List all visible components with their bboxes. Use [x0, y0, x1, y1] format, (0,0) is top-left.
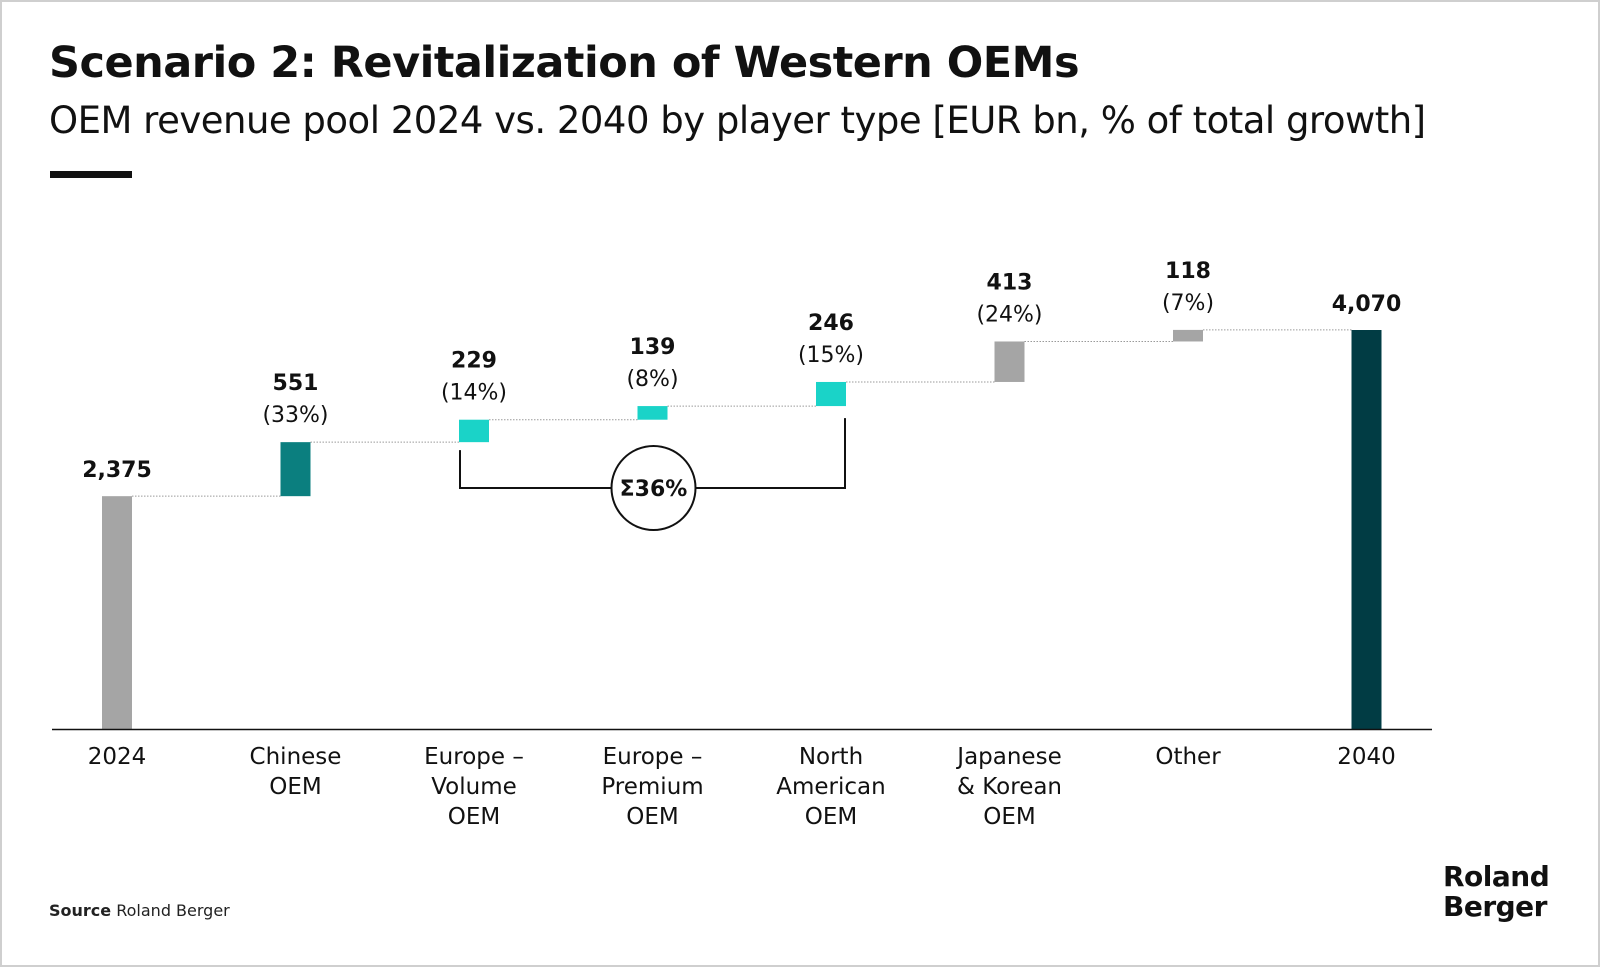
category-label: American — [776, 774, 885, 800]
category-label: North — [799, 744, 863, 770]
value-label: 2,375 — [82, 458, 152, 483]
share-label: (24%) — [976, 302, 1042, 327]
chart-subtitle: OEM revenue pool 2024 vs. 2040 by player… — [49, 99, 1426, 142]
value-label: 413 — [987, 270, 1033, 295]
category-label: Chinese — [250, 744, 342, 770]
share-label: (14%) — [441, 381, 507, 406]
category-label: Premium — [601, 774, 703, 800]
bracket-circle — [610, 445, 697, 531]
value-label: 229 — [451, 349, 497, 374]
category-label: & Korean — [957, 774, 1062, 800]
bar-1 — [280, 442, 311, 497]
value-label: 551 — [273, 371, 319, 396]
source-text: Roland Berger — [116, 901, 230, 920]
share-label: (15%) — [798, 343, 864, 368]
value-label: 139 — [630, 335, 676, 360]
chart-title: Scenario 2: Revitalization of Western OE… — [49, 38, 1080, 88]
category-label: Other — [1155, 744, 1221, 770]
source-note: Source Roland Berger — [49, 901, 230, 920]
category-label: OEM — [448, 804, 500, 830]
title-underline — [50, 171, 132, 178]
category-label: OEM — [805, 804, 857, 830]
share-label: (8%) — [626, 367, 678, 392]
category-label: 2040 — [1337, 744, 1396, 770]
logo-line-1: Roland — [1443, 860, 1550, 893]
share-label: (33%) — [262, 403, 328, 428]
source-label: Source — [49, 901, 112, 920]
bar-0 — [102, 496, 132, 729]
bar-2 — [459, 419, 489, 443]
bar-6 — [1173, 329, 1203, 342]
bracket-right — [695, 418, 846, 489]
category-label: 2024 — [88, 744, 147, 770]
bar-5 — [994, 341, 1025, 382]
bracket-left — [459, 450, 612, 489]
bar-4 — [816, 381, 846, 407]
share-label: (7%) — [1162, 291, 1214, 316]
category-label: Europe – — [603, 744, 703, 770]
bar-7 — [1351, 330, 1382, 729]
bar-3 — [637, 406, 668, 420]
value-label: 246 — [808, 311, 854, 336]
category-label: Europe – — [424, 744, 524, 770]
category-label: Japanese — [955, 744, 1061, 770]
category-label: OEM — [983, 804, 1035, 830]
category-label: Volume — [431, 774, 517, 800]
bracket-sum-label: Σ36% — [620, 477, 688, 502]
category-label: OEM — [626, 804, 678, 830]
category-label: OEM — [269, 774, 321, 800]
logo-line-2: Berger — [1443, 890, 1547, 923]
value-label: 4,070 — [1332, 292, 1402, 317]
roland-berger-logo: Roland Berger — [1443, 860, 1550, 923]
value-label: 118 — [1165, 259, 1211, 284]
